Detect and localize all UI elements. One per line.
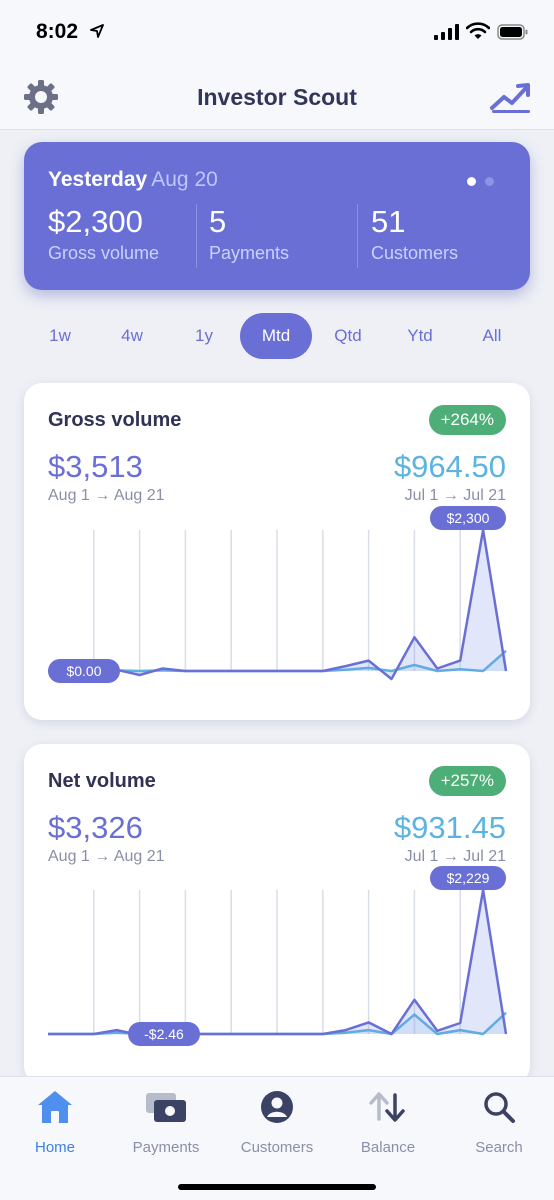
- range-4w[interactable]: 4w: [121, 326, 143, 345]
- stat-value: 51: [371, 204, 406, 239]
- max-value-pill: [430, 506, 506, 530]
- status-time: 8:02: [36, 20, 79, 43]
- stat-divider: [196, 204, 197, 268]
- range-selector: 1w 4w 1y Mtd Qtd Ytd All: [24, 313, 530, 359]
- range-mtd[interactable]: Mtd: [240, 313, 312, 359]
- tab-customers[interactable]: Customers: [222, 1087, 332, 1156]
- card-title: Gross volume: [48, 409, 182, 431]
- tab-balance[interactable]: Balance: [333, 1087, 443, 1156]
- tab-label: Search: [475, 1139, 523, 1156]
- summary-heading: Yesterday Aug 20: [48, 168, 218, 192]
- net-volume-card[interactable]: Net volume +257% $3,326 $931.45 Aug 1 → …: [24, 744, 530, 1084]
- max-value-label: $2,229: [447, 870, 490, 886]
- battery-icon: [497, 24, 528, 40]
- tab-payments[interactable]: Payments: [111, 1087, 221, 1156]
- cellular-signal-icon: [434, 24, 459, 40]
- current-value: $3,326: [48, 810, 143, 845]
- navigation-bar: Investor Scout: [0, 64, 554, 130]
- stat-value: 5: [209, 204, 227, 239]
- summary-date: Aug 20: [151, 168, 218, 191]
- max-value-pill: [430, 866, 506, 890]
- tab-search[interactable]: Search: [444, 1087, 554, 1156]
- min-value-pill: [128, 1022, 200, 1046]
- tab-label: Payments: [132, 1139, 200, 1156]
- magnifier-icon: [484, 1092, 515, 1123]
- range-1y[interactable]: 1y: [195, 326, 213, 345]
- range-qtd[interactable]: Qtd: [334, 326, 362, 345]
- location-arrow-icon: [90, 24, 104, 38]
- tab-label: Balance: [360, 1139, 416, 1156]
- stat-customers: 51 Customers: [371, 204, 458, 264]
- gross-volume-card[interactable]: Gross volume +264% $3,513 $964.50 Aug 1 …: [24, 383, 530, 720]
- trend-chart-icon[interactable]: [490, 80, 532, 114]
- previous-range: Jul 1 → Jul 21: [404, 487, 506, 504]
- page-indicator[interactable]: [458, 173, 494, 191]
- card-title: Net volume: [48, 770, 156, 792]
- gross-volume-chart: $2,300 $0.00: [47, 506, 508, 683]
- current-range: Aug 1 → Aug 21: [48, 487, 165, 504]
- current-value: $3,513: [48, 449, 143, 484]
- min-value-label: $0.00: [66, 663, 101, 679]
- tab-label: Home: [34, 1139, 75, 1156]
- tab-label: Customers: [240, 1139, 314, 1156]
- page-dot: [485, 177, 494, 186]
- max-value-label: $2,300: [447, 510, 490, 526]
- stat-payments: 5 Payments: [209, 204, 289, 264]
- stat-label: Payments: [209, 243, 290, 263]
- previous-value: $964.50: [393, 449, 506, 484]
- previous-series-area: [48, 1012, 506, 1034]
- min-value-pill: [48, 659, 120, 683]
- min-value-label: -$2.46: [144, 1026, 184, 1042]
- previous-range: Jul 1 → Jul 21: [404, 848, 506, 865]
- summary-card[interactable]: Yesterday Aug 20 $2,300 Gross volume 5 Pa…: [24, 142, 530, 290]
- transfer-arrows-icon: [369, 1092, 405, 1122]
- home-indicator: [178, 1184, 376, 1190]
- summary-day: Yesterday: [48, 168, 148, 191]
- stat-label: Customers: [371, 243, 459, 263]
- range-1w[interactable]: 1w: [49, 326, 71, 345]
- net-volume-chart: $2,229 -$2.46: [47, 866, 508, 1046]
- page-title: Investor Scout: [197, 84, 357, 110]
- page-dot-active: [467, 177, 476, 186]
- house-icon: [38, 1091, 72, 1123]
- change-badge: +257%: [428, 766, 506, 796]
- tab-home[interactable]: Home: [0, 1087, 110, 1156]
- wifi-icon: [466, 22, 490, 39]
- stat-gross-volume: $2,300 Gross volume: [48, 204, 159, 264]
- tab-bar: Home Payments Customers Ba: [0, 1076, 554, 1200]
- current-range: Aug 1 → Aug 21: [48, 848, 165, 865]
- range-all[interactable]: All: [482, 326, 502, 345]
- previous-value: $931.45: [393, 810, 506, 845]
- gear-icon[interactable]: [22, 78, 60, 116]
- stat-label: Gross volume: [48, 243, 160, 263]
- range-ytd[interactable]: Ytd: [407, 326, 433, 345]
- person-icon: [261, 1091, 293, 1123]
- status-bar: 8:02: [0, 0, 554, 64]
- change-badge: +264%: [428, 405, 506, 435]
- payments-icon: [146, 1093, 186, 1122]
- current-series-area: [48, 530, 506, 679]
- stat-value: $2,300: [48, 204, 143, 239]
- stat-divider: [357, 204, 358, 268]
